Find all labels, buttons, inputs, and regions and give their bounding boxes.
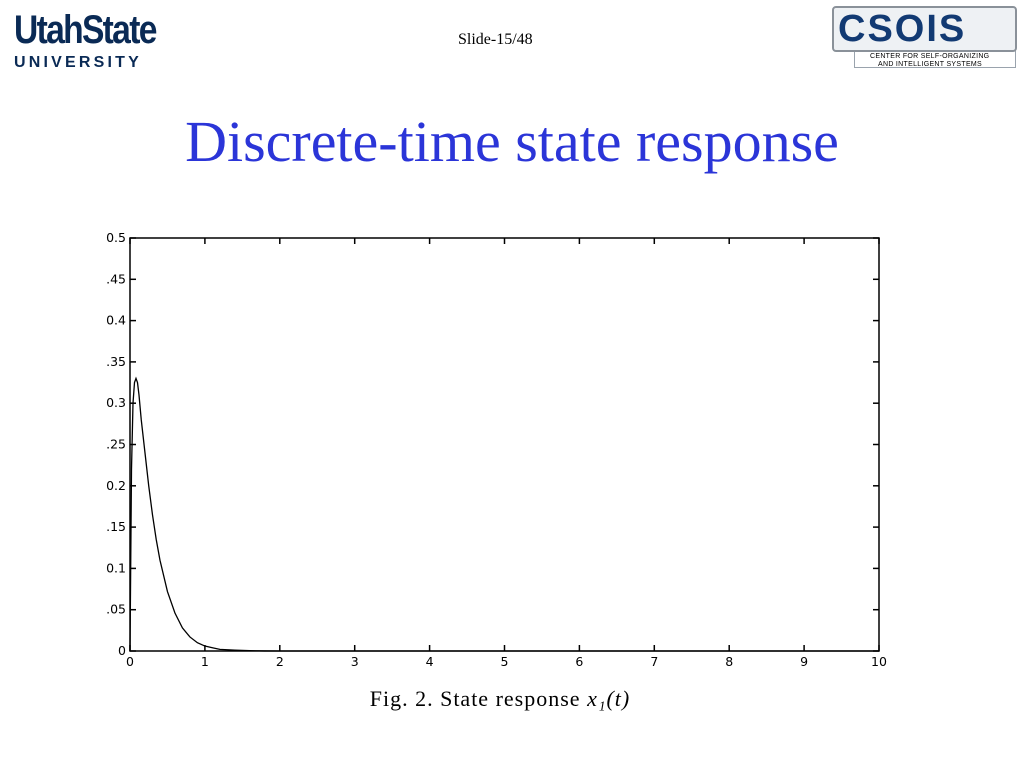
x-tick-label: 9 [800, 654, 808, 669]
csois-logo-box: CSOIS [832, 6, 1017, 52]
x-tick-label: 6 [575, 654, 583, 669]
y-tick-label: 0.1 [106, 560, 126, 575]
x-axis-labels: 0 1 2 3 4 5 6 7 8 9 10 [126, 654, 887, 669]
csois-logo-subtitle-1: CENTER FOR SELF-ORGANIZING [870, 53, 990, 60]
caption-text: Fig. 2. State response [369, 686, 588, 711]
y-tick-label: .15 [106, 519, 126, 534]
slide-title: Discrete-time state response [185, 109, 839, 174]
figure-caption: Fig. 2. State response x₁(t) [0, 686, 1000, 712]
usu-logo-wordmark: UtahState [14, 8, 157, 52]
csois-logo-frame [854, 50, 1016, 68]
x-tick-label: 1 [201, 654, 209, 669]
y-tick-label: 0.2 [106, 478, 126, 493]
usu-logo-subtitle: UNIVERSITY [14, 54, 143, 71]
x-tick-label: 4 [426, 654, 434, 669]
slide-number: Slide-15/48 [458, 31, 533, 48]
y-tick-label: 0 [118, 643, 126, 658]
x-tick-label: 0 [126, 654, 134, 669]
x-tick-label: 5 [501, 654, 509, 669]
plot-frame [129, 237, 880, 652]
csois-logo-wordmark: CSOIS [838, 8, 967, 50]
y-tick-label: 0.4 [106, 313, 126, 328]
csois-logo-subtitle-2: AND INTELLIGENT SYSTEMS [878, 61, 983, 68]
y-tick-label: .05 [106, 602, 126, 617]
y-tick-label: 0.5 [106, 230, 126, 245]
axis-ticks [129, 237, 880, 652]
series-line-x1 [129, 376, 879, 652]
usu-logo: UtahState UNIVERSITY [14, 10, 204, 76]
y-axis-labels: 0 .05 0.1 .15 0.2 .25 0.3 .35 0.4 .45 0.5 [106, 230, 126, 658]
y-tick-label: .35 [106, 354, 126, 369]
x-tick-label: 7 [650, 654, 658, 669]
x-tick-label: 3 [351, 654, 359, 669]
x-tick-label: 8 [725, 654, 733, 669]
x-tick-label: 2 [276, 654, 284, 669]
caption-math: x₁(t) [587, 686, 631, 711]
y-tick-label: .45 [106, 271, 126, 286]
y-tick-label: 0.3 [106, 395, 126, 410]
csois-logo: CSOIS CENTER FOR SELF-ORGANIZING AND INT… [832, 6, 1017, 70]
x-tick-label: 10 [871, 654, 887, 669]
y-tick-label: .25 [106, 437, 126, 452]
